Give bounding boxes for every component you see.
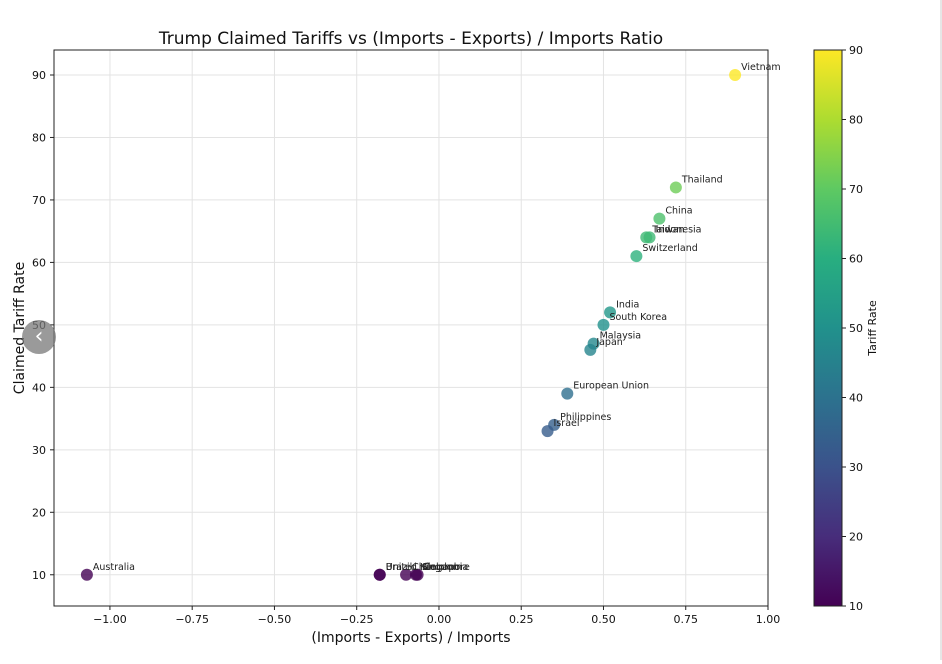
point-label: Thailand <box>681 174 723 185</box>
point-label: Japan <box>595 337 623 348</box>
point-label: European Union <box>573 381 649 392</box>
data-point <box>630 250 643 263</box>
point-label: United Kingdom <box>386 562 462 573</box>
colorbar-tick-label: 30 <box>849 461 863 474</box>
y-tick-label: 70 <box>32 194 46 207</box>
point-label: Vietnam <box>741 62 781 73</box>
plot-area <box>53 49 769 607</box>
previous-image-button[interactable]: ‹ <box>22 320 56 354</box>
point-label: Brazil <box>386 562 413 573</box>
x-tick-label: 0.50 <box>591 613 616 626</box>
point-label: Malaysia <box>600 331 642 342</box>
y-tick-label: 90 <box>32 69 46 82</box>
point-label: China <box>665 206 692 217</box>
data-point <box>561 387 574 400</box>
point-label: Indonesia <box>656 224 702 235</box>
colorbar-tick-label: 80 <box>849 114 863 127</box>
x-tick-label: 0.00 <box>427 613 452 626</box>
data-point <box>597 318 610 331</box>
data-point <box>729 68 742 81</box>
point-label: Taiwan <box>651 224 684 235</box>
data-point <box>373 568 386 581</box>
x-axis-label: (Imports - Exports) / Imports <box>311 630 510 646</box>
y-tick-label: 40 <box>32 381 46 394</box>
chevron-left-icon: ‹ <box>34 324 44 349</box>
x-tick-label: −0.50 <box>258 613 292 626</box>
chart-title: Trump Claimed Tariffs vs (Imports - Expo… <box>158 29 663 49</box>
x-tick-label: −0.25 <box>340 613 374 626</box>
x-tick-label: 0.25 <box>509 613 534 626</box>
point-label: Colombia <box>424 562 469 573</box>
colorbar-tick-label: 40 <box>849 392 863 405</box>
colorbar-tick-label: 20 <box>849 531 863 544</box>
colorbar-gradient <box>813 49 843 607</box>
colorbar-tick-label: 60 <box>849 253 863 266</box>
colorbar-label: Tariff Rate <box>866 300 879 357</box>
data-point <box>411 568 424 581</box>
point-label: India <box>616 299 639 310</box>
y-tick-label: 60 <box>32 256 46 269</box>
grid-lines <box>54 50 769 606</box>
data-point <box>584 343 597 356</box>
x-axis: −1.00 −0.75 −0.50 −0.25 0.00 0.25 0.50 0.75 1.00 <box>93 606 780 626</box>
y-tick-label: 20 <box>32 506 46 519</box>
data-point <box>653 212 666 225</box>
point-label: Switzerland <box>642 243 697 254</box>
y-tick-label: 80 <box>32 131 46 144</box>
data-point <box>604 306 617 319</box>
point-label: Israel <box>554 418 580 429</box>
x-tick-label: −0.75 <box>175 613 209 626</box>
colorbar-tick-label: 50 <box>849 322 863 335</box>
data-points <box>80 68 742 581</box>
colorbar-tick-label: 10 <box>849 600 863 613</box>
x-tick-label: 0.75 <box>673 613 698 626</box>
colorbar-tick-label: 70 <box>849 183 863 196</box>
data-point <box>643 231 656 244</box>
data-point <box>541 425 554 438</box>
y-tick-label: 10 <box>32 569 46 582</box>
point-label: Australia <box>93 562 135 573</box>
point-label: Singapore <box>422 562 470 573</box>
point-label: Chile <box>412 562 436 573</box>
x-tick-label: 1.00 <box>756 613 781 626</box>
x-tick-label: −1.00 <box>93 613 127 626</box>
y-tick-label: 30 <box>32 444 46 457</box>
data-point <box>669 181 682 194</box>
point-label: South Korea <box>609 312 667 323</box>
colorbar: 10 20 30 40 50 60 70 80 90 Tariff Rate <box>813 44 879 613</box>
colorbar-tick-label: 90 <box>849 44 863 57</box>
page-edge-divider <box>940 0 942 660</box>
data-point <box>400 568 413 581</box>
colorbar-ticks: 10 20 30 40 50 60 70 80 90 <box>842 44 863 613</box>
data-point <box>80 568 93 581</box>
point-label: Philippines <box>560 412 611 423</box>
y-axis-label: Claimed Tariff Rate <box>12 262 28 394</box>
